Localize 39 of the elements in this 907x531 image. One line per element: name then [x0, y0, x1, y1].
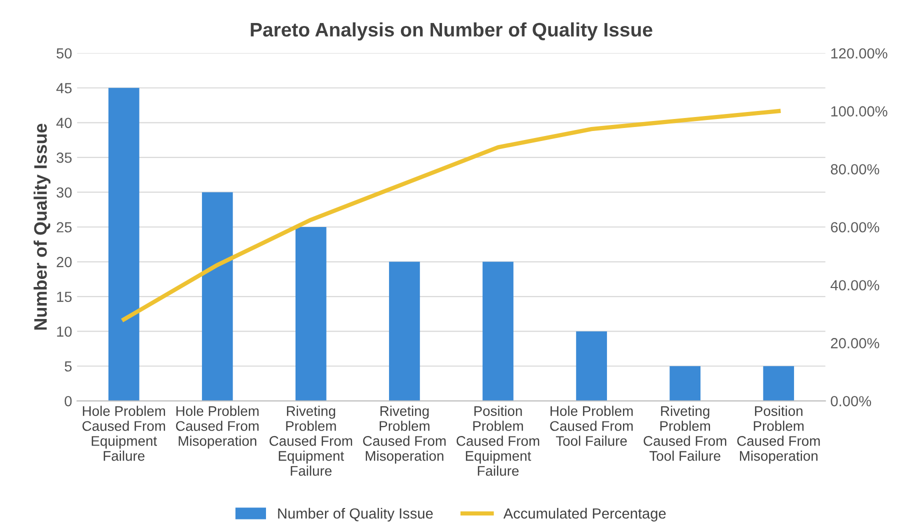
- y-tick-label: 15: [57, 292, 72, 302]
- y-tick-label: 25: [56, 222, 72, 232]
- x-tick-label: Hole Problem Caused From Equipment Failure: [82, 406, 166, 461]
- y-tick-label: 40: [56, 118, 72, 128]
- y-tick-label: 0: [64, 396, 72, 406]
- x-tick-label: Riveting Problem Caused From Equipment Failure: [270, 406, 352, 476]
- chart-title: Pareto Analysis on Number of Quality Issue: [250, 22, 652, 40]
- x-tick-label: Position Problem Caused From Misoperation: [737, 406, 820, 464]
- y-tick-label: 10: [57, 326, 72, 337]
- line-series: [122, 108, 781, 322]
- x-tick-label: Hole Problem Caused From Misoperation: [176, 406, 259, 449]
- legend-label: Accumulated Percentage: [503, 508, 666, 522]
- y-tick-label: 20: [56, 256, 72, 268]
- legend-label: Number of Quality Issue: [278, 508, 433, 522]
- x-tick-label: Hole Problem Caused From Tool Failure: [550, 406, 633, 446]
- bar: [670, 366, 700, 401]
- y-tick-label: 50: [56, 48, 72, 59]
- bar: [202, 192, 233, 401]
- y2-tick-label: 40.00%: [830, 280, 880, 290]
- x-tick-label: Riveting Problem Caused From Tool Failure: [644, 406, 726, 461]
- y-tick-label: 30: [56, 187, 72, 198]
- x-tick-label: Riveting Problem Caused From Misoperation: [363, 406, 446, 464]
- x-tick-label: Position Problem Caused From Equipment Failure: [456, 406, 540, 476]
- y-axis-title: Number of Quality Issue: [34, 124, 50, 330]
- y2-tick-label: 100.00%: [831, 106, 888, 116]
- bar: [296, 227, 326, 401]
- y2-tick-label: 0.00%: [830, 396, 872, 406]
- bar: [389, 262, 420, 401]
- bar: [482, 262, 514, 401]
- y2-tick-label: 120.00%: [831, 48, 888, 59]
- bar: [763, 366, 794, 401]
- y-tick-label: 45: [56, 83, 72, 94]
- y2-tick-label: 20.00%: [830, 338, 880, 348]
- bar: [576, 331, 607, 401]
- y-tick-label: 35: [56, 152, 72, 163]
- y-tick-label: 5: [64, 361, 72, 372]
- y2-tick-label: 80.00%: [830, 164, 880, 174]
- bar: [108, 88, 140, 401]
- y2-tick-label: 60.00%: [830, 222, 880, 232]
